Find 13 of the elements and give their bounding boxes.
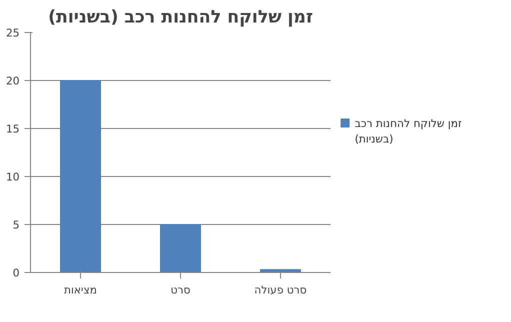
chart-title: זמן שלוקח להחנות רכב (בשניות) <box>48 8 313 28</box>
y-tick-label: 0 <box>12 266 20 280</box>
bar <box>160 224 201 272</box>
y-tick-label: 20 <box>6 74 20 88</box>
y-tick-label: 15 <box>6 122 20 136</box>
legend-label: זמן שלוקח להחנות רכב (בשניות) <box>354 116 462 146</box>
y-tick-label: 5 <box>12 218 20 232</box>
bar <box>60 80 101 272</box>
y-tick-label: 25 <box>6 26 20 40</box>
x-tick-label: סרט פעולה <box>254 284 307 296</box>
x-tick-label: מציאות <box>64 284 97 296</box>
y-tick-label: 10 <box>6 170 20 184</box>
x-tick-label: סרט <box>170 284 191 296</box>
